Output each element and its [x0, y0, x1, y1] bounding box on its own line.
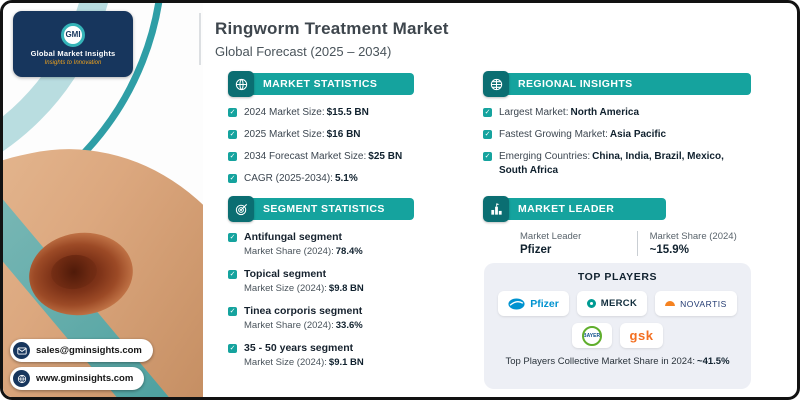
- check-bullet-icon: ✓: [228, 108, 237, 117]
- pfizer-logo: Pfizer: [498, 291, 569, 316]
- section-market-statistics: MARKET STATISTICS ✓ 2024 Market Size: $15…: [228, 71, 414, 194]
- check-bullet-icon: ✓: [228, 152, 237, 161]
- brand-tagline: Insights to Innovation: [44, 59, 102, 66]
- check-bullet-icon: ✓: [228, 233, 237, 242]
- market-statistics-list: ✓ 2024 Market Size: $15.5 BN ✓ 2025 Marke…: [228, 106, 414, 185]
- bayer-cross-icon: BAYER: [581, 325, 602, 346]
- email-link[interactable]: sales@gminsights.com: [10, 339, 153, 362]
- email-icon: [13, 342, 30, 359]
- market-leader-name-block: Market Leader Pfizer: [483, 231, 637, 256]
- top-players-row-2: BAYER gsk: [571, 323, 664, 348]
- top-players-footer: Top Players Collective Market Share in 2…: [505, 356, 730, 367]
- page-title: Ringworm Treatment Market: [215, 19, 449, 38]
- globe-stats-icon: [228, 71, 254, 97]
- page-subtitle: Global Forecast (2025 – 2034): [215, 44, 392, 59]
- pfizer-mark-icon: [508, 297, 525, 310]
- website-link[interactable]: www.gminsights.com: [10, 367, 145, 390]
- market-leader-share-block: Market Share (2024) ~15.9%: [638, 231, 751, 256]
- stat-item: ✓ 2024 Market Size: $15.5 BN: [228, 107, 369, 118]
- check-bullet-icon: ✓: [228, 130, 237, 139]
- gmi-logo-text: GMI: [65, 30, 81, 39]
- segment-item: ✓ 35 - 50 years segment Market Size (202…: [228, 342, 364, 368]
- section-regional-insights: REGIONAL INSIGHTS ✓ Largest Market: North…: [483, 71, 751, 186]
- section-title-segment-statistics: SEGMENT STATISTICS: [249, 198, 414, 220]
- section-market-leader: MARKET LEADER Market Leader Pfizer Marke…: [483, 196, 751, 256]
- top-players-panel: TOP PLAYERS Pfizer MERCK NOVARTIS B: [484, 263, 751, 389]
- novartis-arc-icon: [665, 301, 676, 306]
- stat-item: ✓ CAGR (2025-2034): 5.1%: [228, 173, 358, 184]
- regional-insights-header: REGIONAL INSIGHTS: [483, 71, 751, 97]
- top-players-title: TOP PLAYERS: [577, 271, 658, 283]
- market-leader-share: ~15.9%: [649, 244, 689, 256]
- header: Ringworm Treatment Market Global Forecas…: [199, 13, 449, 65]
- merck-ring-icon: [586, 299, 596, 308]
- market-leader-header: MARKET LEADER: [483, 196, 751, 222]
- check-bullet-icon: ✓: [228, 174, 237, 183]
- podium-icon: [483, 196, 509, 222]
- top-players-row-1: Pfizer MERCK NOVARTIS: [498, 291, 737, 316]
- target-icon: [228, 196, 254, 222]
- merck-logo: MERCK: [576, 291, 648, 316]
- segment-item: ✓ Antifungal segment Market Share (2024)…: [228, 231, 363, 257]
- stat-item: ✓ 2025 Market Size: $16 BN: [228, 129, 361, 140]
- check-bullet-icon: ✓: [228, 270, 237, 279]
- regional-item: ✓ Fastest Growing Market: Asia Pacific: [483, 129, 667, 140]
- novartis-logo: NOVARTIS: [655, 291, 737, 316]
- segment-item: ✓ Tinea corporis segment Market Share (2…: [228, 305, 363, 331]
- segment-item: ✓ Topical segment Market Size (2024): $9.…: [228, 268, 364, 294]
- check-bullet-icon: ✓: [483, 108, 492, 117]
- check-bullet-icon: ✓: [228, 344, 237, 353]
- section-title-market-statistics: MARKET STATISTICS: [249, 73, 414, 95]
- regional-item: ✓ Emerging Countries: China, India, Brazi…: [483, 151, 724, 176]
- website-text: www.gminsights.com: [36, 373, 134, 384]
- brand-name: Global Market Insights: [30, 48, 116, 58]
- vertical-divider: [636, 231, 638, 256]
- globe-grid-icon: [483, 71, 509, 97]
- bayer-logo: BAYER: [571, 323, 612, 348]
- gmi-logo-mark: GMI: [61, 22, 85, 47]
- check-bullet-icon: ✓: [483, 130, 492, 139]
- market-leader-panel: Market Leader Pfizer Market Share (2024)…: [483, 231, 751, 256]
- market-statistics-header: MARKET STATISTICS: [228, 71, 414, 97]
- section-title-market-leader: MARKET LEADER: [504, 198, 666, 220]
- check-bullet-icon: ✓: [483, 152, 492, 161]
- section-title-regional-insights: REGIONAL INSIGHTS: [504, 73, 751, 95]
- segment-statistics-header: SEGMENT STATISTICS: [228, 196, 414, 222]
- regional-item: ✓ Largest Market: North America: [483, 107, 640, 118]
- stat-item: ✓ 2034 Forecast Market Size: $25 BN: [228, 151, 403, 162]
- email-text: sales@gminsights.com: [36, 345, 142, 356]
- check-bullet-icon: ✓: [228, 307, 237, 316]
- regional-insights-list: ✓ Largest Market: North America ✓ Fastest…: [483, 106, 751, 178]
- section-segment-statistics: SEGMENT STATISTICS ✓ Antifungal segment …: [228, 196, 414, 379]
- contact-links: sales@gminsights.com www.gminsights.com: [10, 339, 153, 390]
- gsk-logo: gsk: [619, 323, 664, 348]
- market-leader-name: Pfizer: [520, 244, 552, 256]
- globe-icon: [13, 370, 30, 387]
- gmi-logo: GMI Global Market Insights Insights to I…: [13, 11, 133, 77]
- segment-statistics-list: ✓ Antifungal segment Market Share (2024)…: [228, 231, 414, 368]
